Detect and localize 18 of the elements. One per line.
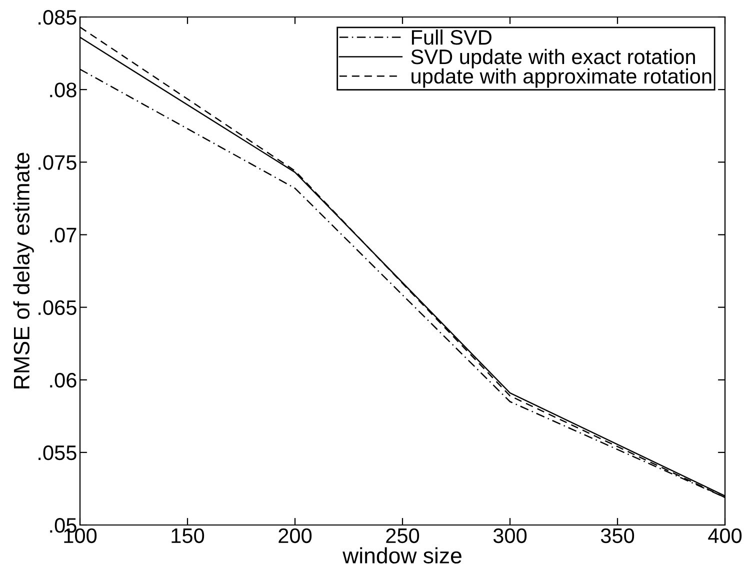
y-tick-label: .06 — [50, 372, 76, 388]
x-tick-label: 150 — [172, 528, 204, 544]
x-axis-title: window size — [342, 547, 462, 564]
y-tick-label: .075 — [38, 155, 76, 170]
y-tick-label: .07 — [50, 228, 76, 242]
y-tick-label: .085 — [38, 10, 76, 25]
x-tick-label: 300 — [493, 528, 527, 544]
y-tick-label: .055 — [38, 445, 76, 460]
y-tick-label: .065 — [38, 300, 76, 316]
x-tick-label: 350 — [600, 528, 634, 544]
x-tick-label: 200 — [278, 528, 312, 544]
y-axis-title: RMSE of delay estimate — [13, 152, 34, 388]
y-tick-label: .08 — [50, 82, 76, 98]
legend-label: Full SVD — [412, 30, 492, 45]
x-tick-label: 400 — [708, 528, 742, 544]
legend-label: update with approximate rotation — [412, 68, 712, 88]
x-tick-label: 250 — [386, 528, 420, 544]
legend-label: SVD update with exact rotation — [411, 48, 695, 68]
